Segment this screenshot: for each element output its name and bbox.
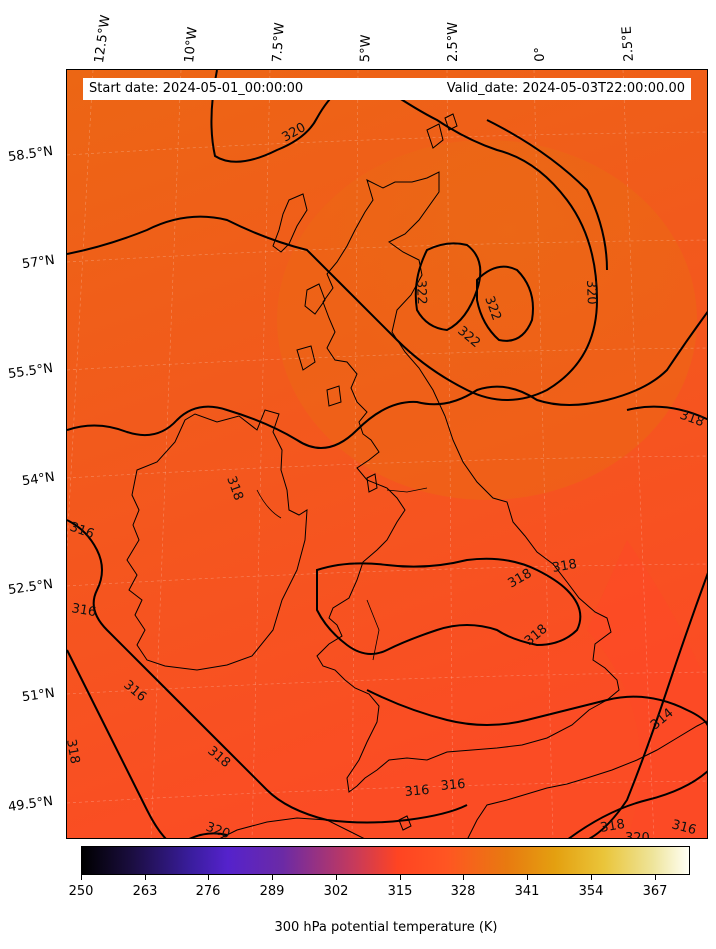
warm-southeast-region [587, 540, 707, 838]
colorbar-tick-label: 263 [132, 884, 158, 899]
colorbar-tickmark [208, 875, 209, 880]
valid-date: Valid_date: 2024-05-03T22:00:00.00 [446, 81, 685, 96]
contour-314-se [588, 572, 707, 838]
coastline-inner-islands [296, 283, 342, 407]
lon-label-2-5w: 2.5°W [446, 21, 461, 62]
contour-316-west [67, 519, 468, 824]
lon-label-10w: 10°W [182, 26, 201, 64]
contour-320-bottom [188, 832, 228, 838]
lat-label-54n: 54°N [21, 469, 56, 490]
lat-label-55-5n: 55.5°N [7, 360, 54, 383]
colorbar-tickmark [400, 875, 401, 880]
colorbar-tick-label: 315 [387, 884, 413, 899]
colorbar-tickmark [591, 875, 592, 880]
coastline-channel-islands [398, 815, 412, 831]
contour-label-318-sw: 318 [67, 738, 82, 765]
coastline-isle-of-man [366, 473, 378, 493]
contour-318-south [316, 557, 582, 655]
lon-label-7-5w: 7.5°W [270, 22, 288, 64]
lat-label-51n: 51°N [21, 685, 56, 706]
coastline-continent [467, 720, 707, 838]
colorbar-tick-label: 289 [259, 884, 285, 899]
map-canvas: 320 322 322 322 320 318 318 316 316 316 … [67, 70, 707, 839]
colorbar-tickmark [463, 875, 464, 880]
contour-322-east [476, 265, 534, 342]
colorbar-tick-label: 367 [642, 884, 668, 899]
colorbar-tick-label: 250 [68, 884, 94, 899]
contour-label-320-se: 320 [625, 831, 650, 839]
contour-label-316-e: 316 [440, 777, 466, 794]
colorbar-tickmark [336, 875, 337, 880]
contour-label-320-ne: 320 [583, 280, 599, 305]
start-date: Start date: 2024-05-01_00:00:00 [89, 81, 304, 96]
lat-label-52-5n: 52.5°N [7, 576, 54, 599]
contour-label-322-a: 322 [413, 280, 429, 305]
lon-label-0: 0° [532, 46, 548, 62]
colorbar-tick-label: 276 [195, 884, 221, 899]
colorbar-tick-label: 302 [323, 884, 349, 899]
contour-322-core [414, 242, 482, 332]
lat-label-58-5n: 58.5°N [7, 143, 54, 166]
internal-borders [256, 487, 428, 661]
contour-label-316-se: 316 [670, 817, 698, 838]
map-panel[interactable]: 320 322 322 322 320 318 318 316 316 316 … [66, 69, 708, 839]
contour-label-318-se: 318 [599, 817, 626, 836]
colorbar-tickmark [272, 875, 273, 880]
graticule [67, 70, 707, 838]
warm-core-region [277, 140, 697, 500]
contour-label-316-b: 316 [70, 601, 97, 620]
colorbar-tickmark [655, 875, 656, 880]
contour-label-316-d: 316 [404, 783, 430, 800]
colorbar-label: 300 hPa potential temperature (K) [274, 920, 498, 935]
contour-318-sw [67, 649, 167, 838]
colorbar-tick-label: 328 [450, 884, 476, 899]
colorbar-tickmark [81, 875, 82, 880]
lon-label-5w: 5°W [358, 34, 374, 63]
coastline-brittany [219, 817, 365, 838]
contour-320-east [486, 119, 608, 271]
lon-label-12-5w: 12.5°W [92, 14, 114, 65]
contour-318-ne [626, 405, 707, 421]
coastlines [126, 113, 707, 838]
colorbar [81, 846, 690, 875]
coastline-outer-hebrides [272, 193, 308, 253]
lat-label-49-5n: 49.5°N [7, 793, 54, 816]
date-banner: Start date: 2024-05-01_00:00:00 Valid_da… [83, 78, 691, 100]
contours [67, 70, 707, 838]
lon-label-2-5e: 2.5°E [619, 25, 637, 62]
contour-316-south [366, 689, 707, 727]
colorbar-tickmark [145, 875, 146, 880]
colorbar-tick-label: 341 [514, 884, 540, 899]
coastline-great-britain [316, 171, 620, 793]
contour-label-318-east: 318 [551, 557, 578, 576]
contour-318-mid [67, 311, 707, 449]
lat-label-57n: 57°N [21, 252, 56, 273]
colorbar-tick-label: 354 [578, 884, 604, 899]
coastline-ireland [126, 409, 308, 671]
contour-320-north [67, 70, 599, 401]
colorbar-tickmark [527, 875, 528, 880]
contour-318-bottom [568, 770, 707, 838]
